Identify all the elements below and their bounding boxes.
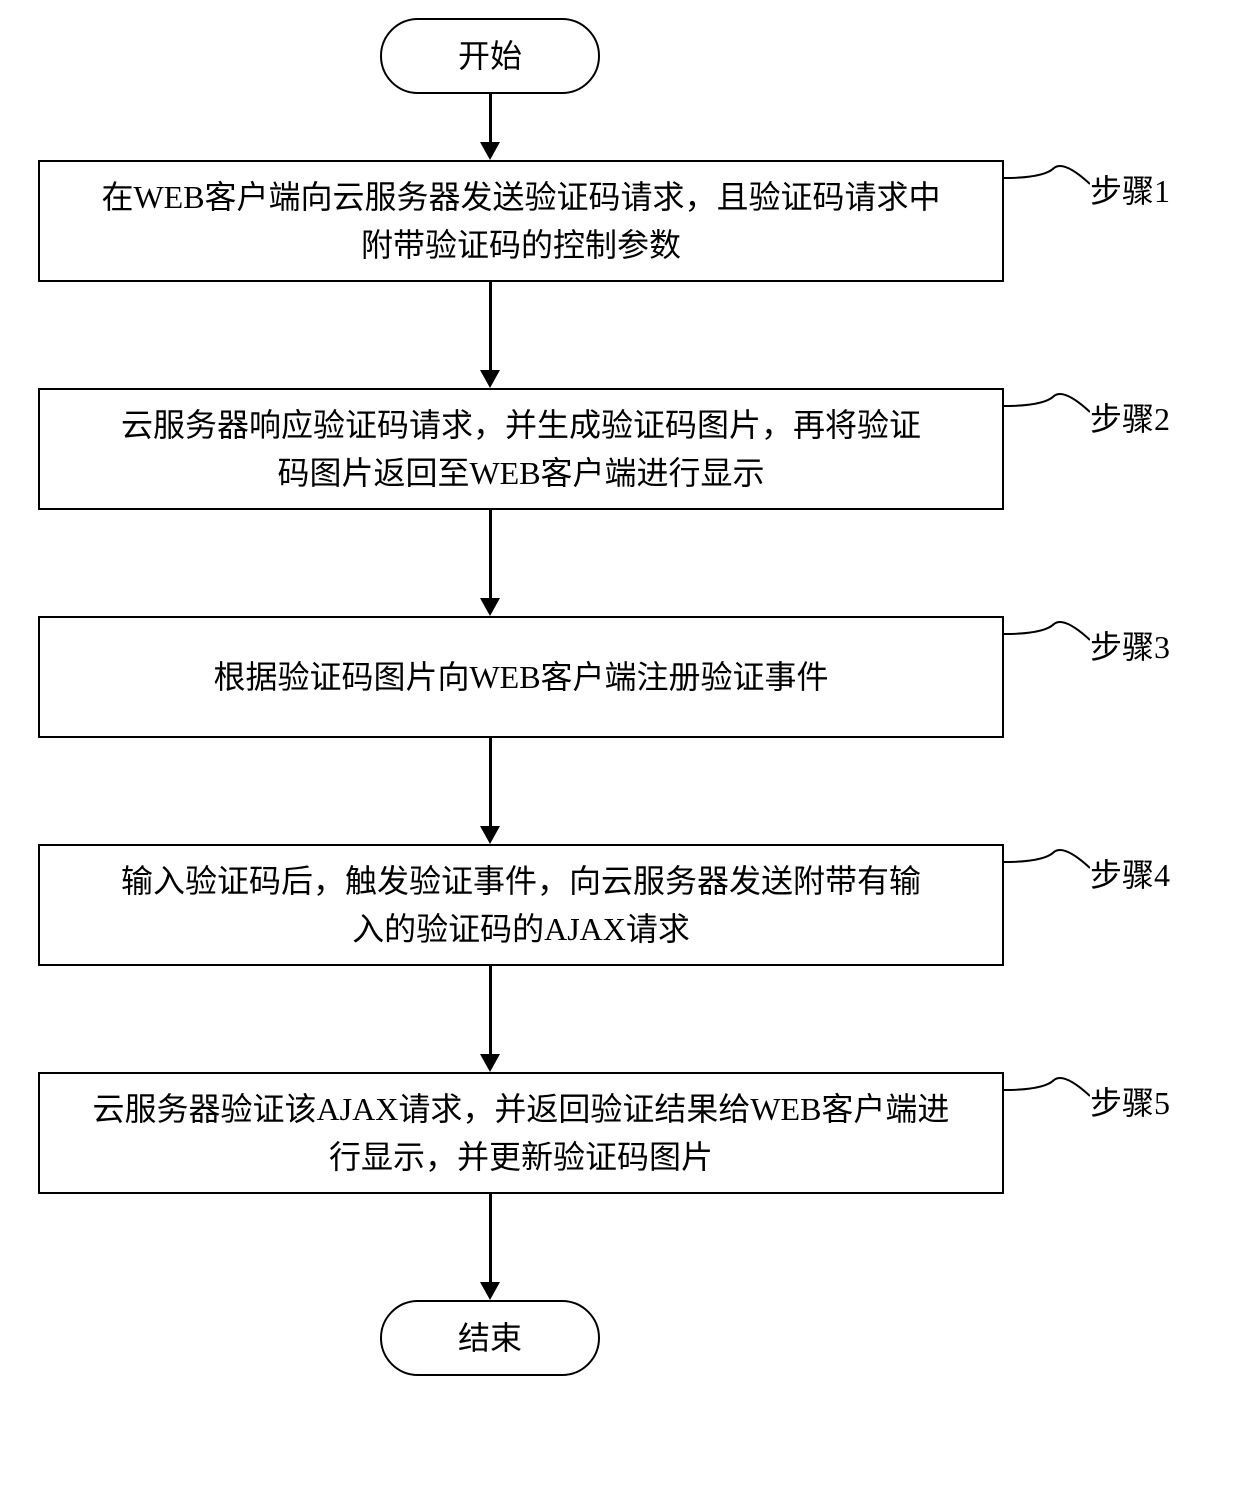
edge-start-step1	[489, 94, 492, 142]
edge-step1-step2	[489, 282, 492, 370]
edge-step3-step4-head	[480, 826, 500, 844]
connector-step5	[1004, 1076, 1090, 1114]
connector-step1	[1004, 164, 1090, 202]
edge-start-step1-head	[480, 142, 500, 160]
step2-label: 步骤2	[1090, 394, 1170, 440]
flowchart-step2: 云服务器响应验证码请求，并生成验证码图片，再将验证 码图片返回至WEB客户端进行…	[38, 388, 1004, 510]
edge-step4-step5	[489, 966, 492, 1054]
flowchart-step4: 输入验证码后，触发验证事件，向云服务器发送附带有输 入的验证码的AJAX请求	[38, 844, 1004, 966]
flowchart-step1: 在WEB客户端向云服务器发送验证码请求，且验证码请求中 附带验证码的控制参数	[38, 160, 1004, 282]
step3-text: 根据验证码图片向WEB客户端注册验证事件	[213, 653, 828, 701]
edge-step1-step2-head	[480, 370, 500, 388]
flowchart-container: 开始 在WEB客户端向云服务器发送验证码请求，且验证码请求中 附带验证码的控制参…	[0, 0, 1240, 1493]
step3-label: 步骤3	[1090, 622, 1170, 668]
step4-text: 输入验证码后，触发验证事件，向云服务器发送附带有输 入的验证码的AJAX请求	[121, 857, 921, 953]
step5-text: 云服务器验证该AJAX请求，并返回验证结果给WEB客户端进 行显示，并更新验证码…	[93, 1085, 950, 1181]
connector-step4	[1004, 848, 1090, 886]
step1-label: 步骤1	[1090, 166, 1170, 212]
edge-step3-step4	[489, 738, 492, 826]
step2-text: 云服务器响应验证码请求，并生成验证码图片，再将验证 码图片返回至WEB客户端进行…	[121, 401, 921, 497]
edge-step5-end-head	[480, 1282, 500, 1300]
edge-step5-end	[489, 1194, 492, 1282]
step1-text: 在WEB客户端向云服务器发送验证码请求，且验证码请求中 附带验证码的控制参数	[101, 173, 940, 269]
step4-label: 步骤4	[1090, 850, 1170, 896]
flowchart-start: 开始	[380, 18, 600, 94]
end-label: 结束	[458, 1314, 522, 1362]
connector-step2	[1004, 392, 1090, 430]
step5-label: 步骤5	[1090, 1078, 1170, 1124]
start-label: 开始	[458, 32, 522, 80]
edge-step4-step5-head	[480, 1054, 500, 1072]
flowchart-end: 结束	[380, 1300, 600, 1376]
flowchart-step3: 根据验证码图片向WEB客户端注册验证事件	[38, 616, 1004, 738]
connector-step3	[1004, 620, 1090, 658]
edge-step2-step3-head	[480, 598, 500, 616]
edge-step2-step3	[489, 510, 492, 598]
flowchart-step5: 云服务器验证该AJAX请求，并返回验证结果给WEB客户端进 行显示，并更新验证码…	[38, 1072, 1004, 1194]
